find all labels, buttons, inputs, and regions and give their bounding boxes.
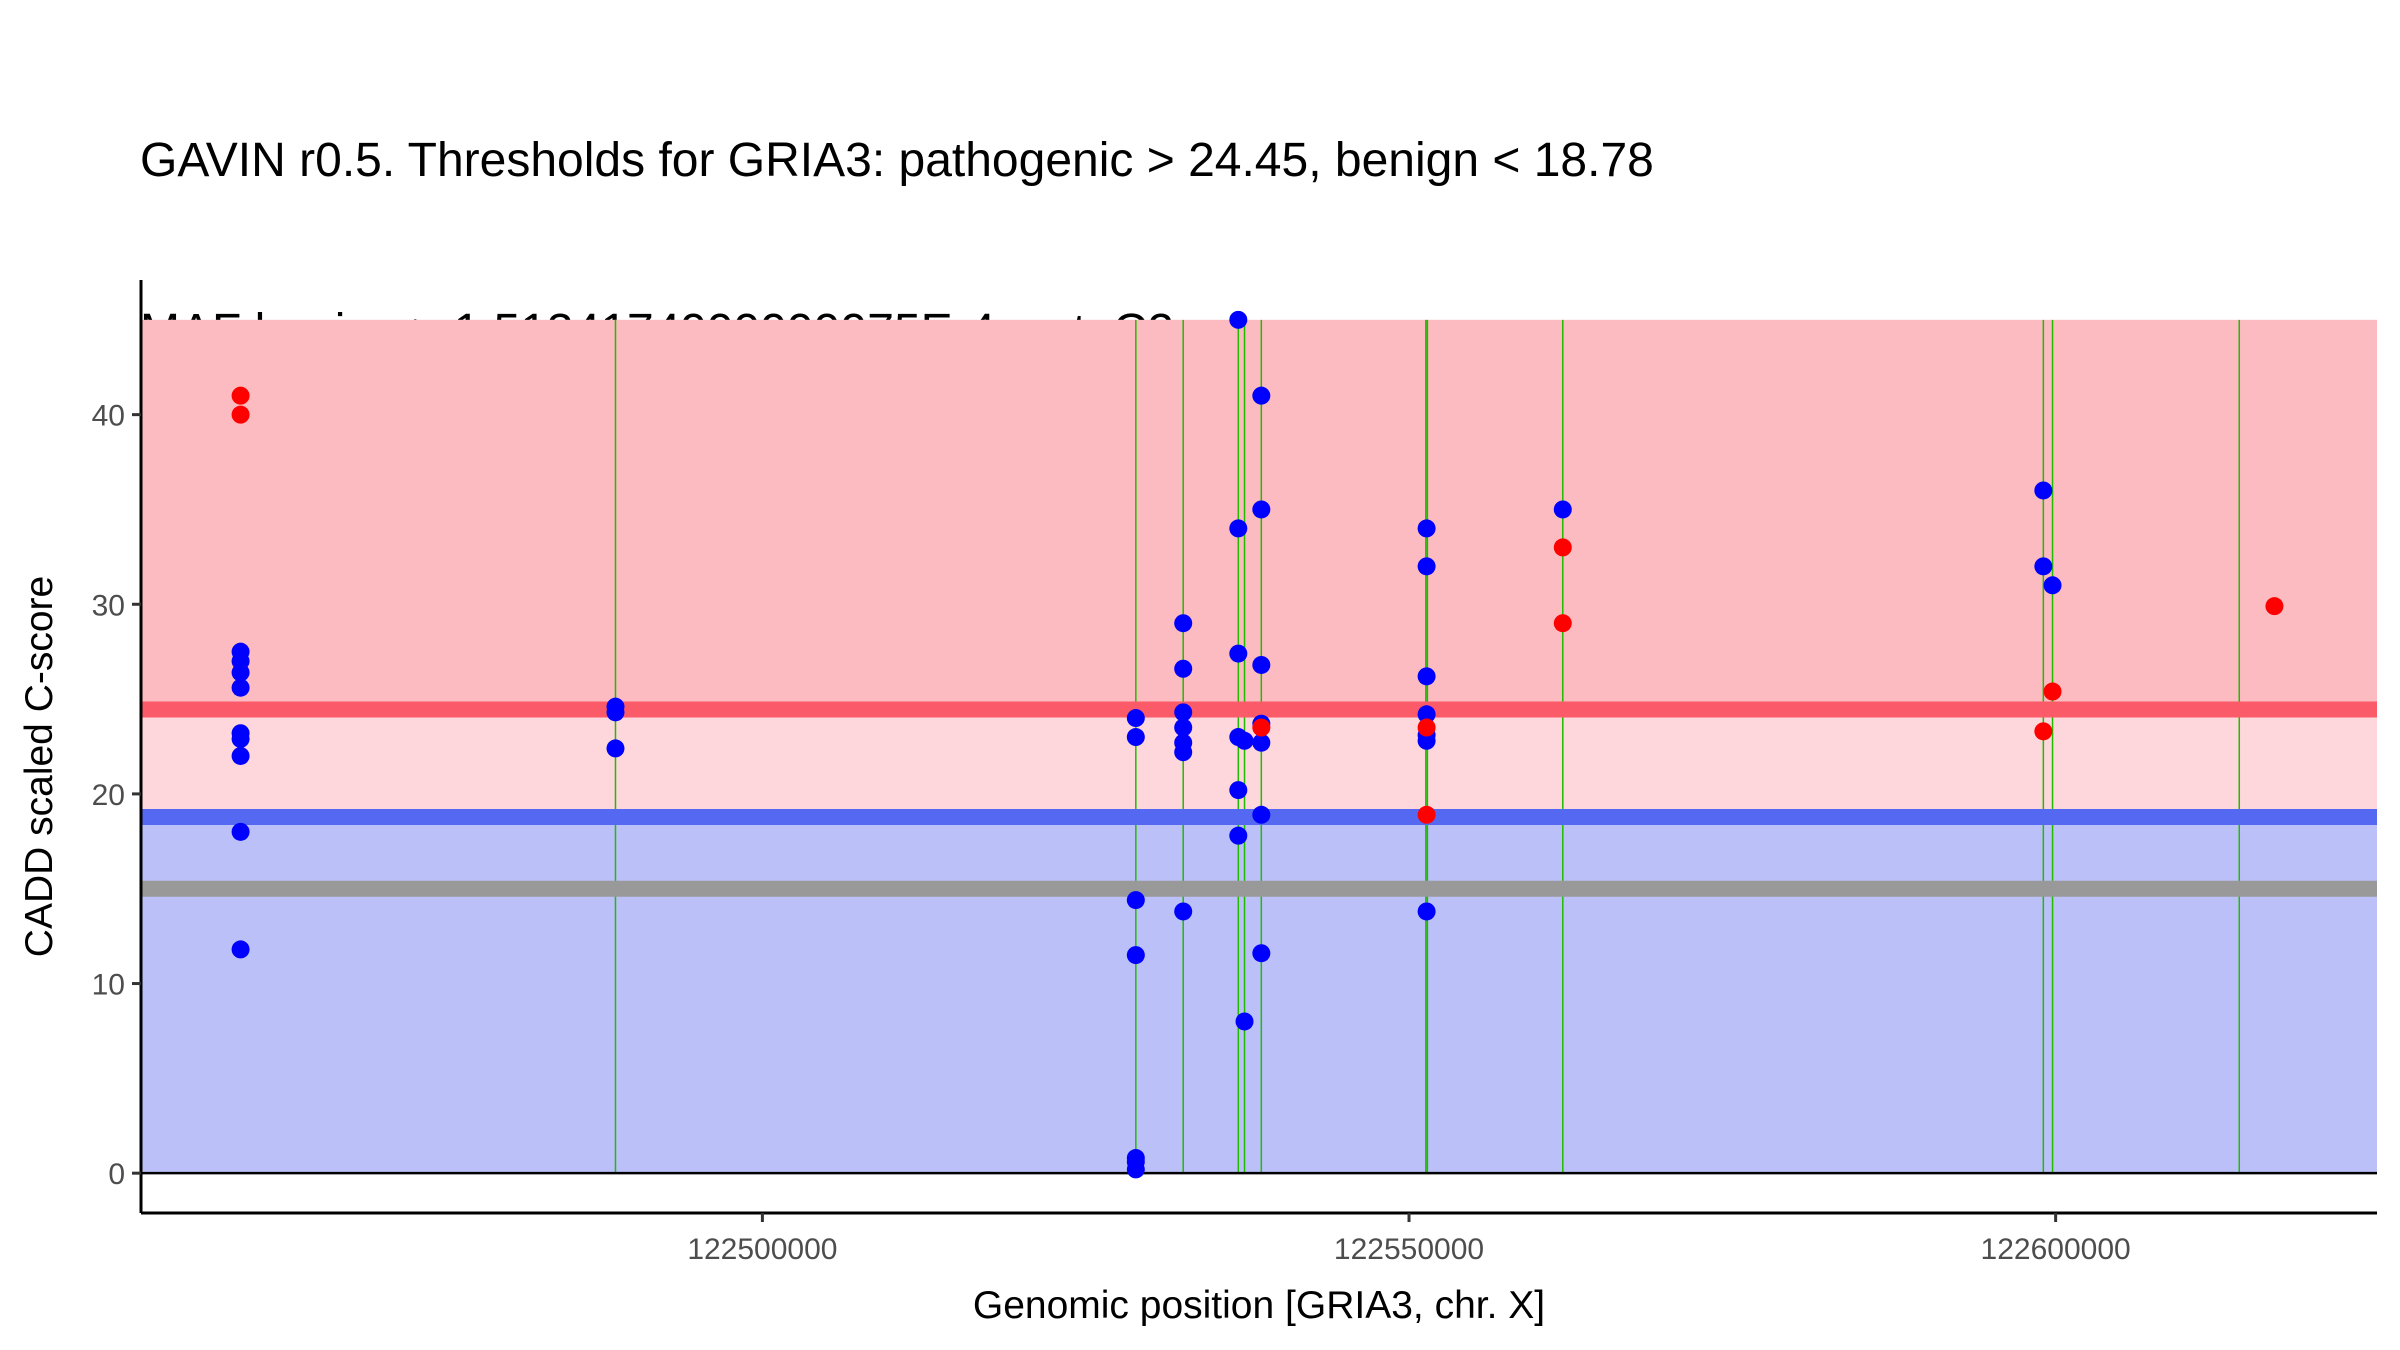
gnomad-point (1126, 891, 1145, 910)
clinvar-point (2043, 682, 2062, 701)
gnomad-point (1174, 743, 1193, 762)
x-tick-label: 122600000 (1981, 1233, 2131, 1266)
gnomad-point (1252, 944, 1271, 963)
x-tick-label: 122500000 (687, 1233, 837, 1266)
clinvar-point (1252, 718, 1271, 737)
gnomad-point (1126, 946, 1145, 965)
gnomad-point (1229, 310, 1248, 329)
gnomad-point (2043, 576, 2062, 595)
gnomad-point (1252, 500, 1271, 519)
gnomad-point (231, 822, 250, 841)
gnomad-point (1174, 703, 1193, 722)
x-tick-label: 122550000 (1334, 1233, 1484, 1266)
y-tick-label: 20 (92, 779, 125, 812)
gnomad-point (1235, 1012, 1254, 1031)
clinvar-point (1417, 805, 1436, 824)
gnomad-point (1417, 667, 1436, 686)
gnomad-point (1252, 386, 1271, 405)
gnomad-point (231, 663, 250, 682)
gnomad-point (1417, 902, 1436, 921)
gnomad-point (231, 940, 250, 959)
gnomad-point (1229, 519, 1248, 538)
benign-region (141, 817, 2377, 1174)
gnomad-point (1126, 728, 1145, 747)
y-tick-label: 40 (92, 400, 125, 433)
data-points (231, 310, 2284, 1179)
gnomad-point (231, 729, 250, 748)
gnomad-point (1417, 557, 1436, 576)
gnomad-point (1126, 1160, 1145, 1179)
gnomad-point (1417, 731, 1436, 750)
gnomad-point (1229, 644, 1248, 663)
clinvar-point (2034, 722, 2053, 741)
x-ticks: 122500000 122550000 122600000 (687, 1213, 2131, 1266)
clinvar-point (231, 386, 250, 405)
gnomad-point (606, 739, 625, 758)
clinvar-point (2265, 597, 2284, 616)
gnomad-point (231, 746, 250, 765)
gnomad-point (1235, 731, 1254, 750)
title-line-1: GAVIN r0.5. Thresholds for GRIA3: pathog… (140, 134, 1654, 187)
gnomad-point (1174, 718, 1193, 737)
gnomad-point (231, 678, 250, 697)
gnomad-point (2034, 557, 2053, 576)
gnomad-point (1126, 709, 1145, 728)
gnomad-point (1252, 805, 1271, 824)
clinvar-point (231, 405, 250, 424)
gnomad-point (606, 703, 625, 722)
gnomad-point (1553, 500, 1572, 519)
y-axis-title: CADD scaled C-score (18, 576, 61, 957)
gnomad-point (1417, 705, 1436, 724)
clinvar-point (1417, 718, 1436, 737)
y-tick-label: 30 (92, 589, 125, 622)
clinvar-point (1553, 538, 1572, 557)
gnomad-point (1252, 655, 1271, 674)
gnomad-point (1417, 519, 1436, 538)
gnomad-point (1252, 733, 1271, 752)
y-tick-label: 10 (92, 969, 125, 1002)
y-ticks: 0 10 20 30 40 (92, 400, 141, 1191)
x-axis-title: Genomic position [GRIA3, chr. X] (973, 1284, 1545, 1327)
gnomad-point (1229, 826, 1248, 845)
axes: 0 10 20 30 40 122500000 122550000 122600000 Ge… (18, 280, 2377, 1327)
gnomad-point (1174, 659, 1193, 678)
gnomad-point (1229, 781, 1248, 800)
gnomad-point (1174, 902, 1193, 921)
gnomad-point (1174, 614, 1193, 633)
y-tick-label: 0 (108, 1158, 125, 1191)
clinvar-point (1553, 614, 1572, 633)
gnomad-point (2034, 481, 2053, 500)
